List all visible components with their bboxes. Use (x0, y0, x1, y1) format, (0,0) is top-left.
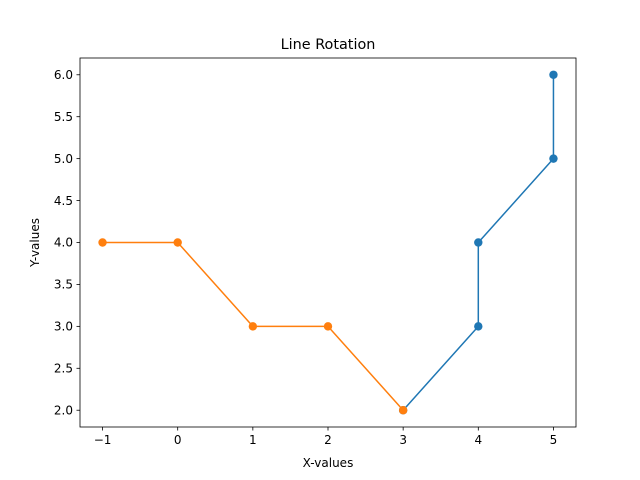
chart-title: Line Rotation (281, 37, 376, 53)
y-tick-label: 6.0 (54, 68, 73, 82)
x-tick-label: 5 (550, 433, 558, 447)
y-tick-label: 2.0 (54, 403, 73, 417)
series-2-point (98, 238, 107, 247)
y-tick-label: 2.5 (54, 361, 73, 375)
series-2-point (173, 238, 182, 247)
y-axis-label: Y-values (28, 218, 42, 268)
x-tick-label: 4 (474, 433, 482, 447)
series-2-point (398, 406, 408, 415)
y-tick-label: 5.0 (54, 152, 73, 166)
x-axis-label: X-values (303, 456, 354, 470)
y-tick-label: 4.5 (54, 194, 73, 208)
x-tick-label: 1 (249, 433, 257, 447)
series-1-point (549, 70, 558, 79)
y-axis: 2.0 2.5 3.0 3.5 4.0 4.5 5.0 5.5 6.0 (54, 68, 80, 417)
y-tick-label: 3.0 (54, 320, 73, 334)
x-tick-label: −1 (94, 433, 112, 447)
series-2-point (323, 322, 333, 331)
y-tick-label: 4.0 (54, 236, 73, 250)
series-2-point (248, 322, 258, 331)
x-axis: −1 0 1 2 3 4 5 (94, 427, 558, 447)
series-1-point (474, 322, 483, 331)
plot-area (98, 70, 558, 415)
y-tick-label: 5.5 (54, 110, 73, 124)
series-1-point (474, 238, 483, 247)
series-1-point (549, 154, 558, 163)
x-tick-label: 2 (324, 433, 332, 447)
x-tick-label: 3 (399, 433, 407, 447)
x-tick-label: 0 (174, 433, 182, 447)
y-tick-label: 3.5 (54, 278, 73, 292)
